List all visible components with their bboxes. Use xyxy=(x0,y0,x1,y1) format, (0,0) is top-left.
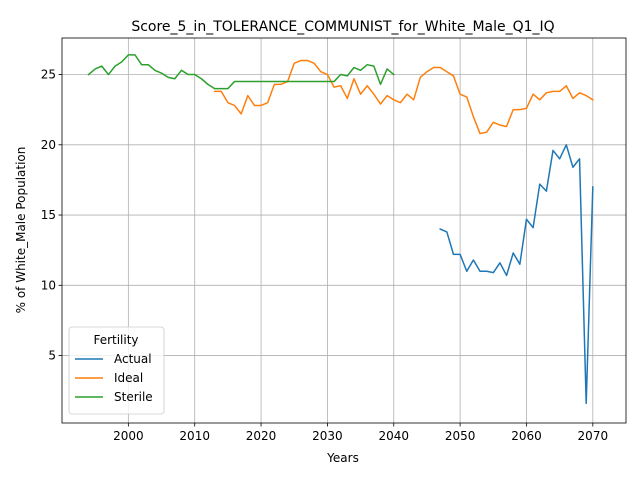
legend-entries: Actual Ideal Sterile xyxy=(75,352,153,404)
y-tick-label: 25 xyxy=(41,68,56,82)
x-axis-ticks: 2000 2010 2020 2030 2040 2050 2060 2070 xyxy=(113,423,608,443)
legend-label-ideal: Ideal xyxy=(114,371,143,385)
x-tick-label: 2040 xyxy=(378,429,409,443)
y-tick-label: 15 xyxy=(41,208,56,222)
series-line-ideal xyxy=(213,59,594,135)
chart-title: Score_5_in_TOLERANCE_COMMUNIST_for_White… xyxy=(131,19,554,35)
y-tick-label: 10 xyxy=(41,278,56,292)
y-tick-label: 5 xyxy=(48,349,56,363)
y-tick-label: 20 xyxy=(41,138,56,152)
legend: Fertility Actual Ideal Sterile xyxy=(68,326,165,415)
legend-box xyxy=(68,326,165,415)
y-axis-label: % of White_Male Population xyxy=(14,147,28,314)
x-tick-label: 2070 xyxy=(578,429,609,443)
y-axis-ticks: 5 10 15 20 25 xyxy=(41,68,62,363)
series-line-sterile xyxy=(87,54,395,90)
series-line-actual xyxy=(439,144,594,405)
legend-label-sterile: Sterile xyxy=(114,390,153,404)
x-tick-label: 2060 xyxy=(511,429,542,443)
x-tick-label: 2020 xyxy=(246,429,277,443)
x-tick-label: 2030 xyxy=(312,429,343,443)
plot-frame xyxy=(61,37,627,424)
x-tick-label: 2050 xyxy=(445,429,476,443)
x-tick-label: 2010 xyxy=(179,429,210,443)
legend-title: Fertility xyxy=(93,333,138,347)
series-lines xyxy=(87,54,594,405)
x-tick-label: 2000 xyxy=(113,429,144,443)
x-axis-label: Years xyxy=(326,451,359,465)
legend-label-actual: Actual xyxy=(114,352,152,366)
